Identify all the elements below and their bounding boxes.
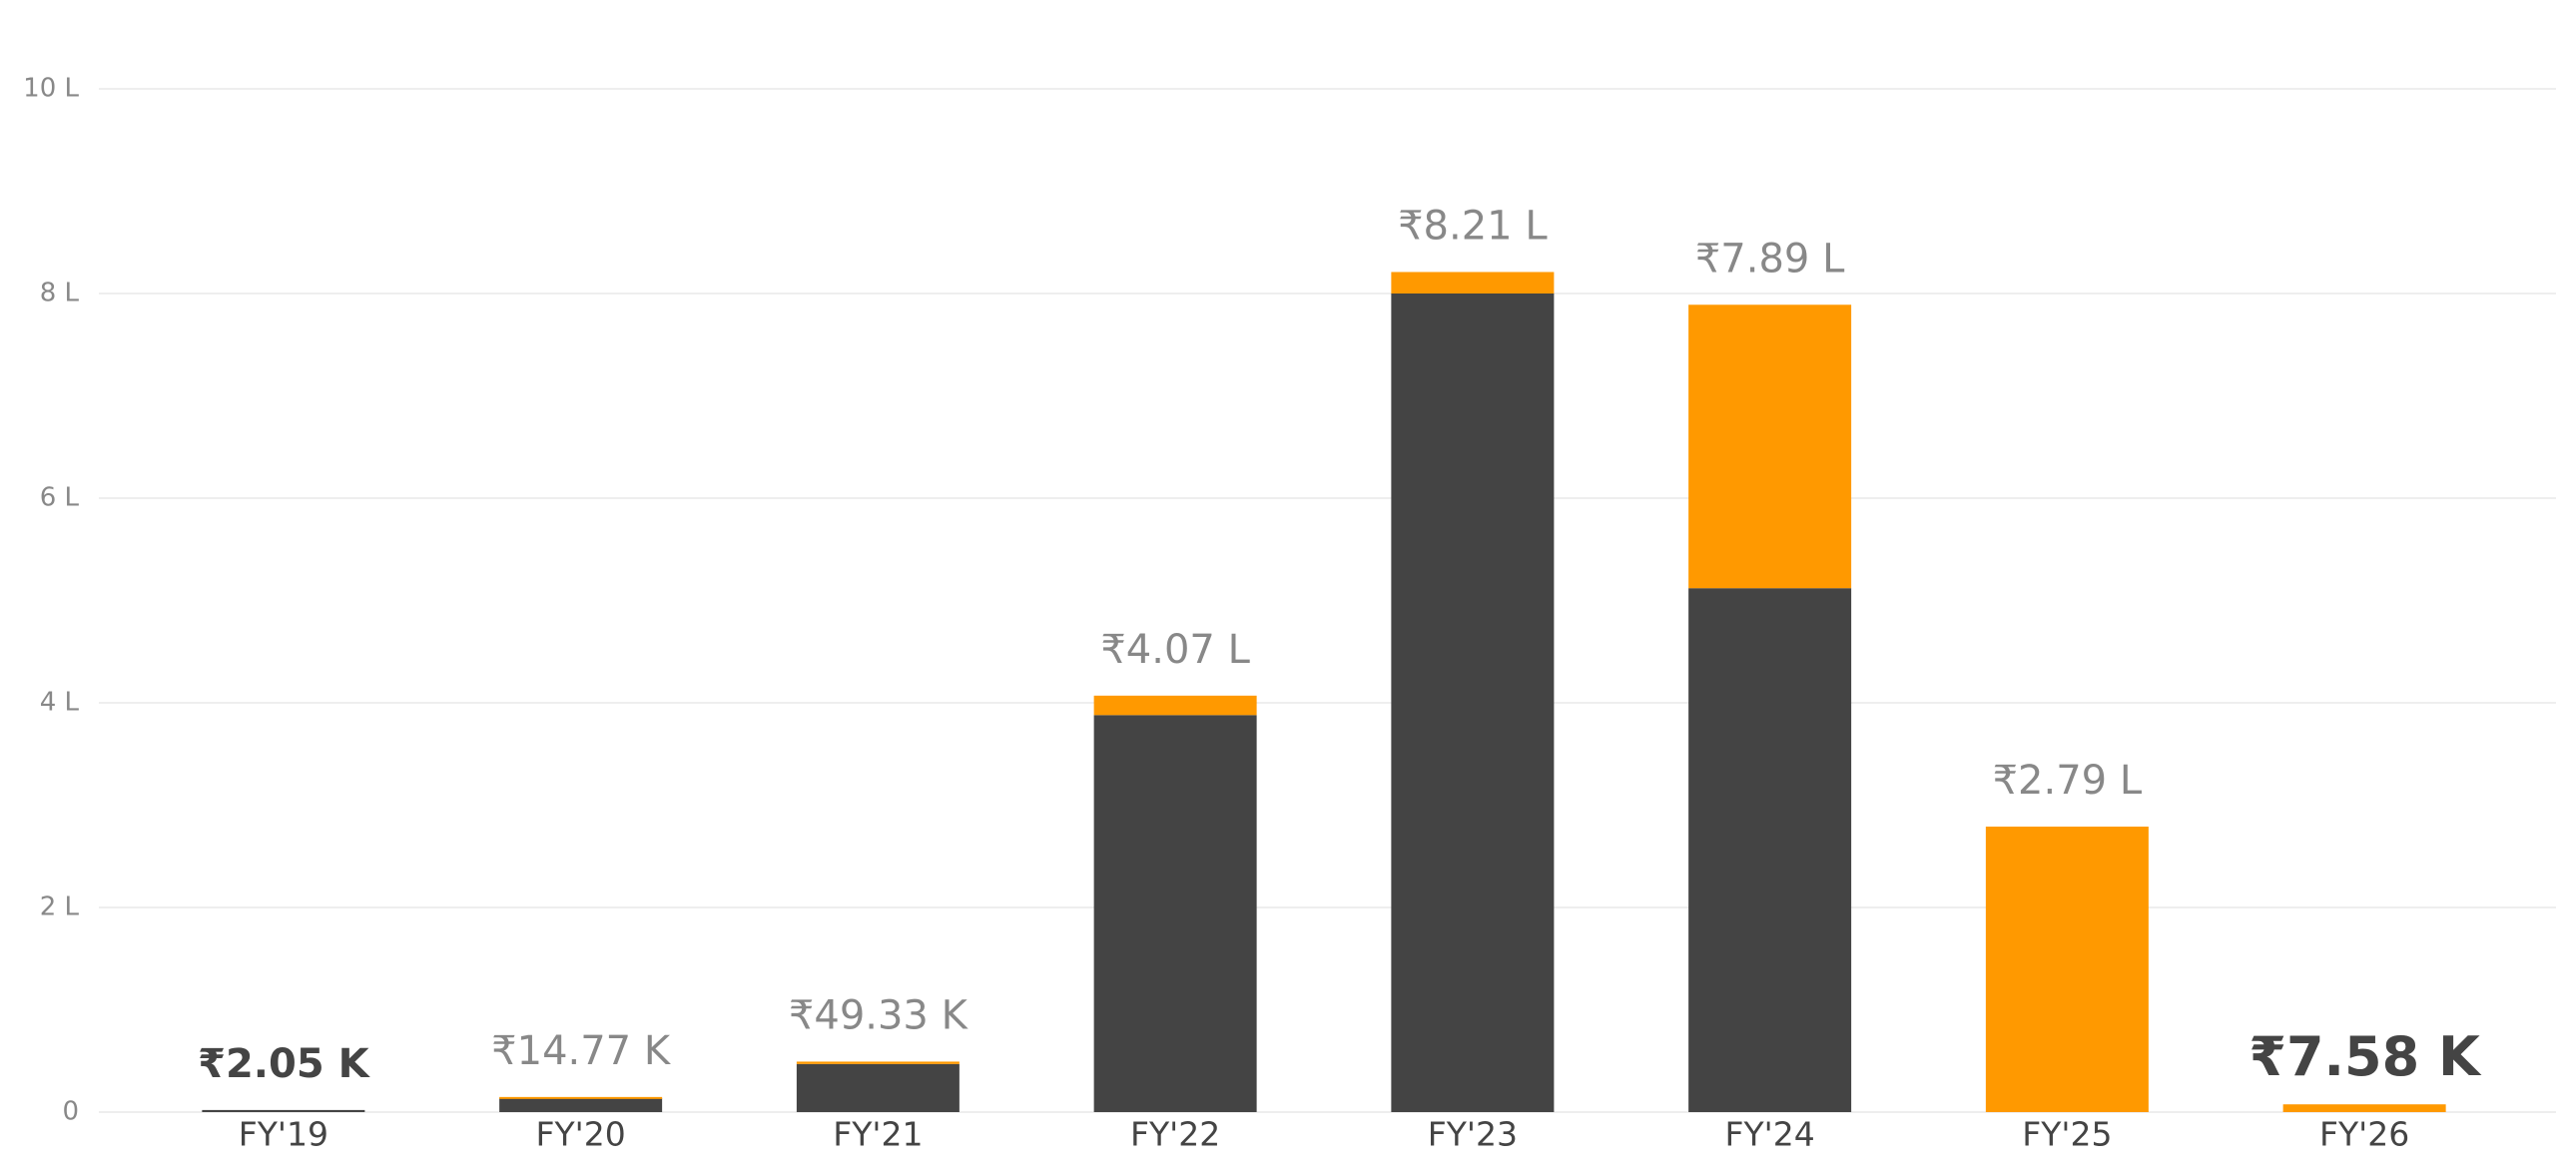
bar-segment [796, 1061, 960, 1064]
total-label: ₹14.77 K [491, 1028, 672, 1074]
y-tick-label: 0 [62, 1097, 79, 1127]
y-tick-label: 8 L [40, 279, 80, 308]
x-tick-label: FY'19 [239, 1115, 328, 1154]
x-tick-label: FY'22 [1130, 1115, 1220, 1154]
bar-segment [1391, 272, 1555, 294]
bar-segment [1391, 294, 1555, 1112]
total-label: ₹2.79 L [1993, 758, 2143, 804]
bar-segment [499, 1097, 663, 1112]
bar-segment [1985, 827, 2149, 1112]
x-tick-label: FY'20 [536, 1115, 626, 1154]
bar-segment [2282, 1104, 2446, 1112]
x-tick-label: FY'24 [1725, 1115, 1815, 1154]
bar-segment [1688, 588, 1852, 1112]
total-label: ₹8.21 L [1398, 203, 1548, 249]
bar-segment [1093, 695, 1257, 716]
bar-segment [1093, 715, 1257, 1112]
bar-segment [796, 1063, 960, 1112]
total-label: ₹49.33 K [789, 992, 969, 1038]
bar-segment [499, 1096, 663, 1099]
bar-segment [1688, 304, 1852, 589]
x-tick-label: FY'21 [833, 1115, 923, 1154]
x-tick-label: FY'23 [1428, 1115, 1518, 1154]
total-label: ₹4.07 L [1100, 627, 1250, 673]
y-tick-label: 4 L [40, 688, 80, 718]
x-tick-label: FY'26 [2319, 1115, 2409, 1154]
total-label: ₹7.58 K [2249, 1025, 2482, 1088]
y-tick-label: 6 L [40, 483, 80, 513]
total-label: ₹2.05 K [198, 1041, 370, 1087]
x-tick-label: FY'25 [2022, 1115, 2112, 1154]
total-label: ₹7.89 L [1695, 236, 1845, 282]
bar-segment [202, 1109, 365, 1112]
y-tick-label: 2 L [40, 892, 80, 922]
y-tick-label: 10 L [23, 74, 79, 104]
